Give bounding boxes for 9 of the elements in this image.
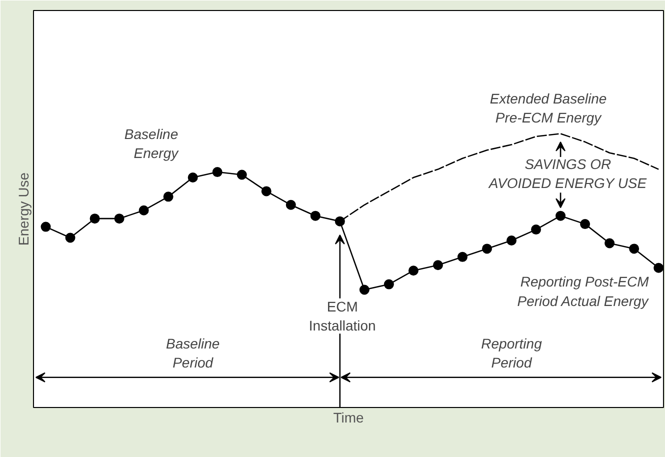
y-axis-title: Energy Use: [16, 172, 32, 246]
annotation: SAVINGS OR AVOIDED ENERGY USE: [488, 156, 648, 192]
annotation: Reporting Period: [481, 335, 542, 371]
text: Extended Baseline Pre-ECM Energy: [490, 90, 607, 126]
x-axis-title: Time: [333, 410, 364, 426]
annotation: Reporting Post-ECM Period Actual Energy: [517, 274, 650, 309]
annotation: Baseline Energy: [124, 126, 180, 162]
annotation: ECM Installation: [308, 298, 376, 334]
annotation: Baseline Period: [166, 335, 220, 371]
